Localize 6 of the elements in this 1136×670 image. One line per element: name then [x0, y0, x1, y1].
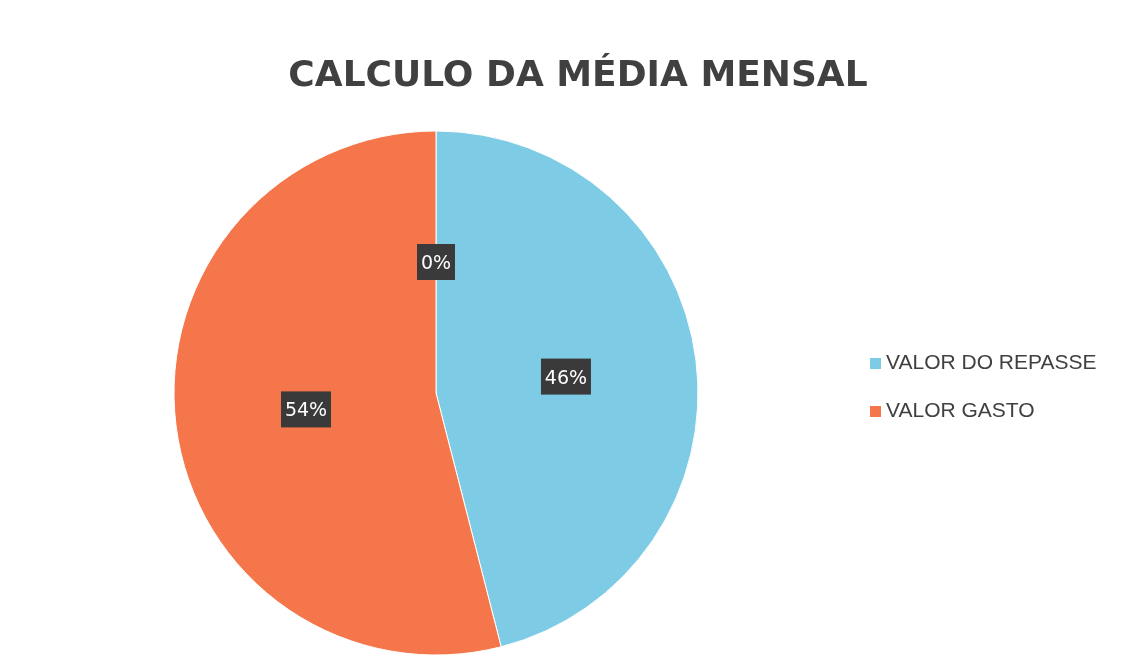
text: 0%	[420, 251, 452, 273]
chart-title: CALCULO DA MÉDIA MENSAL	[288, 53, 868, 94]
legend-label: VALOR DO REPASSE	[886, 350, 1097, 373]
data-label: 54%	[284, 398, 328, 421]
data-label: 46%	[544, 365, 588, 388]
legend-label: VALOR GASTO	[886, 398, 1035, 421]
